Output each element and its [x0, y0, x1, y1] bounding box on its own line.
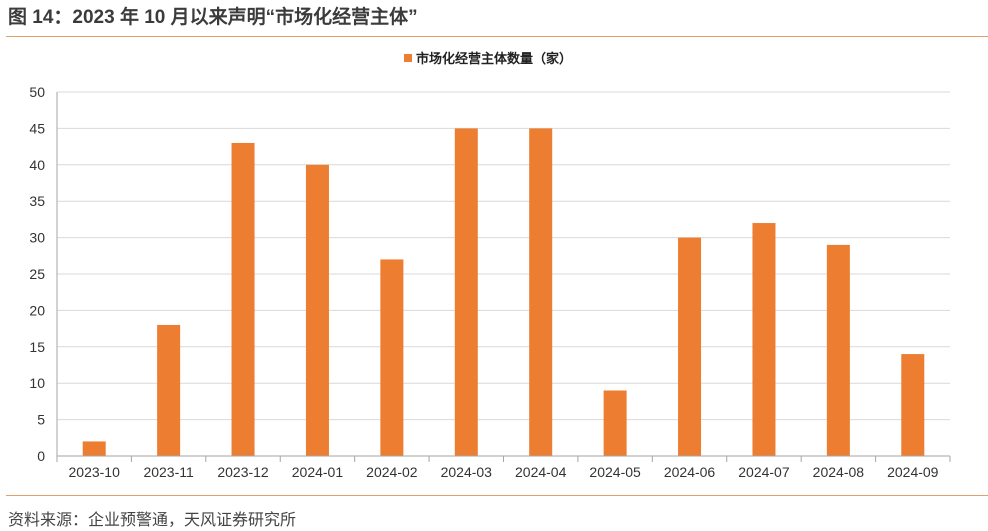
bars [82, 128, 925, 457]
bar-chart: 0 5 10 15 20 25 30 35 40 45 50 2023-10 2023-11 2023-1… [29, 51, 951, 480]
figure-title: 图 14：2023 年 10 月以来声明“市场化经营主体” [8, 7, 418, 28]
axes: 0 5 10 15 20 25 30 35 40 45 50 2023-10 2023-11 2023-1… [29, 84, 951, 480]
y-tick-label: 15 [29, 339, 45, 355]
y-tick-label: 30 [29, 230, 45, 246]
y-tick-label: 40 [29, 157, 45, 173]
y-tick-label: 20 [29, 302, 45, 318]
y-tick-label: 0 [37, 448, 45, 464]
x-tick-label: 2024-09 [887, 464, 939, 480]
bar [231, 142, 255, 456]
x-tick-label: 2024-02 [366, 464, 418, 480]
x-tick-label: 2023-10 [69, 464, 121, 480]
bar [529, 128, 553, 456]
bar [901, 354, 925, 456]
legend-swatch [404, 54, 412, 62]
y-tick-label: 35 [29, 193, 45, 209]
bar [82, 441, 106, 456]
x-tick-label: 2024-08 [813, 464, 865, 480]
y-tick-label: 25 [29, 266, 45, 282]
bar [826, 244, 850, 456]
bar [752, 223, 776, 456]
x-tick-label: 2024-07 [738, 464, 790, 480]
x-tick-label: 2024-01 [292, 464, 344, 480]
legend: 市场化经营主体数量（家） [404, 51, 572, 66]
y-tick-label: 50 [29, 84, 45, 100]
bar [678, 237, 702, 456]
x-tick-label: 2024-05 [589, 464, 641, 480]
bar [380, 259, 404, 456]
legend-label: 市场化经营主体数量（家） [416, 51, 572, 66]
y-tick-label: 10 [29, 375, 45, 391]
x-tick-label: 2023-11 [143, 464, 194, 480]
x-tick-label: 2024-03 [441, 464, 493, 480]
bottom-rule [6, 495, 988, 496]
x-tick-label: 2023-12 [217, 464, 269, 480]
source-note: 资料来源：企业预警通，天风证券研究所 [8, 512, 297, 529]
gridlines [57, 91, 950, 421]
y-tick-label: 5 [37, 412, 45, 428]
bar [603, 390, 627, 456]
bar [305, 164, 329, 457]
y-tick-label: 45 [29, 120, 45, 136]
x-tick-label: 2024-04 [515, 464, 567, 480]
x-tick-label: 2024-06 [664, 464, 716, 480]
bar [454, 128, 478, 456]
bar [157, 324, 181, 456]
top-rule [6, 36, 988, 37]
